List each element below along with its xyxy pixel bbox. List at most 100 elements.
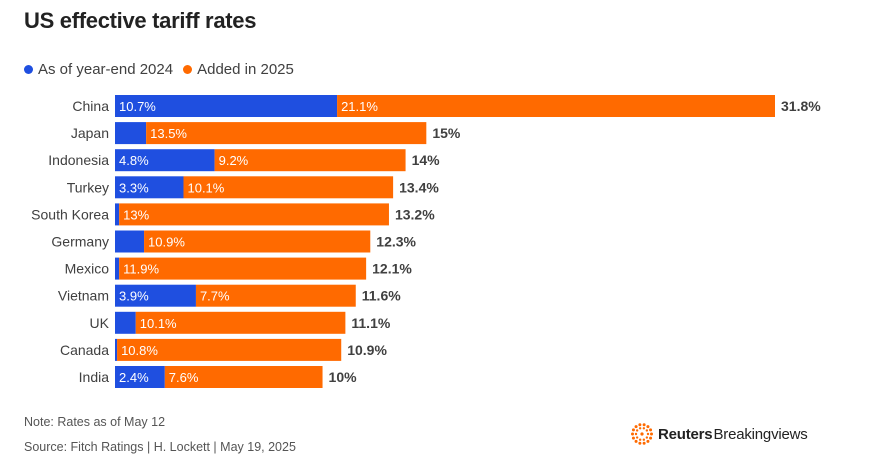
logo-dot [631, 428, 635, 432]
logo-dot [631, 436, 635, 440]
footer-note: Note: Rates as of May 12 [24, 415, 166, 429]
bar-germany-2025 [144, 230, 371, 253]
bar-vietnam-2025 [195, 284, 356, 307]
total-label-mexico: 12.1% [372, 261, 412, 277]
bar-label-japan-2025: 13.5% [150, 126, 187, 141]
category-label-mexico: Mexico [65, 261, 110, 277]
brand-logo: Reuters Breakingviews [630, 422, 808, 446]
logo-dot [634, 439, 638, 443]
bar-turkey-2024 [115, 176, 184, 199]
bar-label-turkey-2025: 10.1% [187, 180, 224, 195]
category-label-south-korea: South Korea [31, 206, 109, 222]
bar-label-mexico-2025: 11.9% [123, 262, 159, 277]
logo-dot [635, 436, 639, 439]
logo-dot [634, 432, 638, 436]
category-label-germany: Germany [51, 234, 109, 250]
brand-name: Reuters [658, 425, 713, 443]
bar-japan-2025 [146, 122, 427, 145]
logo-dot [645, 436, 649, 439]
bar-canada-2025 [117, 338, 342, 361]
bar-label-south-korea-2025: 13% [123, 207, 149, 222]
logo-dot [646, 425, 650, 429]
logo-dot [635, 429, 639, 432]
logo-dot [638, 441, 642, 445]
total-label-vietnam: 11.6% [362, 288, 401, 304]
logo-dot [642, 427, 646, 430]
bar-india-2025 [164, 366, 323, 388]
bar-mexico-2024 [115, 257, 120, 280]
legend-label-2025: Added in 2025 [197, 61, 294, 78]
bar-label-indonesia-2024: 4.8% [119, 153, 149, 168]
category-label-china: China [72, 98, 109, 114]
bar-uk-2024 [115, 311, 136, 334]
total-label-china: 31.8% [781, 98, 821, 114]
logo-dot [650, 432, 653, 436]
brand-subname: Breakingviews [713, 425, 808, 443]
total-label-turkey: 13.4% [399, 179, 439, 195]
bar-label-indonesia-2025: 9.2% [219, 153, 249, 168]
bar-turkey-2025 [183, 176, 394, 199]
legend: As of year-end 2024 Added in 2025 [24, 61, 304, 78]
bar-south-korea-2024 [115, 203, 120, 226]
bar-germany-2024 [115, 230, 145, 253]
category-label-japan: Japan [71, 125, 109, 141]
logo-dot [646, 432, 650, 436]
bar-canada-2024 [115, 338, 118, 361]
bar-label-china-2025: 21.1% [341, 99, 378, 114]
bar-label-germany-2025: 10.9% [148, 235, 185, 250]
total-label-south-korea: 13.2% [395, 206, 435, 222]
logo-dot [646, 439, 650, 443]
bar-label-vietnam-2025: 7.7% [200, 289, 230, 304]
legend-swatch-2024 [24, 65, 33, 74]
total-label-canada: 10.9% [347, 342, 387, 358]
bar-china-2025 [337, 95, 775, 117]
total-label-uk: 11.1% [351, 315, 390, 331]
total-label-germany: 12.3% [376, 234, 416, 250]
bar-south-korea-2025 [119, 203, 389, 226]
bar-vietnam-2024 [115, 284, 196, 307]
bar-uk-2025 [135, 311, 346, 334]
logo-dot [642, 423, 646, 427]
total-label-india: 10% [329, 369, 358, 385]
bar-label-canada-2025: 10.8% [121, 343, 158, 358]
bar-japan-2024 [115, 122, 147, 145]
bar-label-turkey-2024: 3.3% [119, 180, 149, 195]
logo-dot [640, 432, 644, 436]
category-label-canada: Canada [60, 342, 109, 358]
logo-dot [634, 425, 638, 429]
reuters-dot-logo-icon [631, 423, 653, 445]
category-label-indonesia: Indonesia [48, 152, 109, 168]
category-label-uk: UK [90, 315, 110, 331]
category-label-india: India [79, 369, 110, 385]
bar-india-2024 [115, 366, 165, 388]
logo-dot [649, 428, 653, 432]
logo-dot [631, 432, 634, 436]
category-label-vietnam: Vietnam [58, 288, 109, 304]
bar-mexico-2025 [119, 257, 367, 280]
bar-indonesia-2025 [214, 149, 406, 172]
bar-china-2024 [115, 95, 338, 117]
bar-label-china-2024: 10.7% [119, 99, 156, 114]
logo-dot [638, 423, 642, 427]
footer-source: Source: Fitch Ratings | H. Lockett | May… [24, 440, 296, 454]
logo-dot [638, 438, 642, 441]
legend-swatch-2025 [183, 65, 193, 74]
logo-dot [642, 441, 646, 445]
bar-label-india-2025: 7.6% [169, 370, 199, 385]
bar-indonesia-2024 [115, 149, 215, 172]
total-label-indonesia: 14% [412, 152, 441, 168]
legend-label-2024: As of year-end 2024 [38, 61, 174, 78]
total-label-japan: 15% [432, 125, 461, 141]
chart-title: US effective tariff rates [24, 8, 257, 33]
logo-dot [645, 429, 649, 432]
legend-item-2024: As of year-end 2024 [24, 61, 173, 78]
category-label-turkey: Turkey [67, 179, 109, 195]
logo-dot [642, 438, 646, 441]
bar-label-uk-2025: 10.1% [140, 316, 177, 331]
logo-dot [649, 436, 653, 440]
legend-item-2025: Added in 2025 [183, 61, 294, 78]
bar-label-india-2024: 2.4% [119, 370, 149, 385]
bar-label-vietnam-2024: 3.9% [119, 289, 149, 304]
